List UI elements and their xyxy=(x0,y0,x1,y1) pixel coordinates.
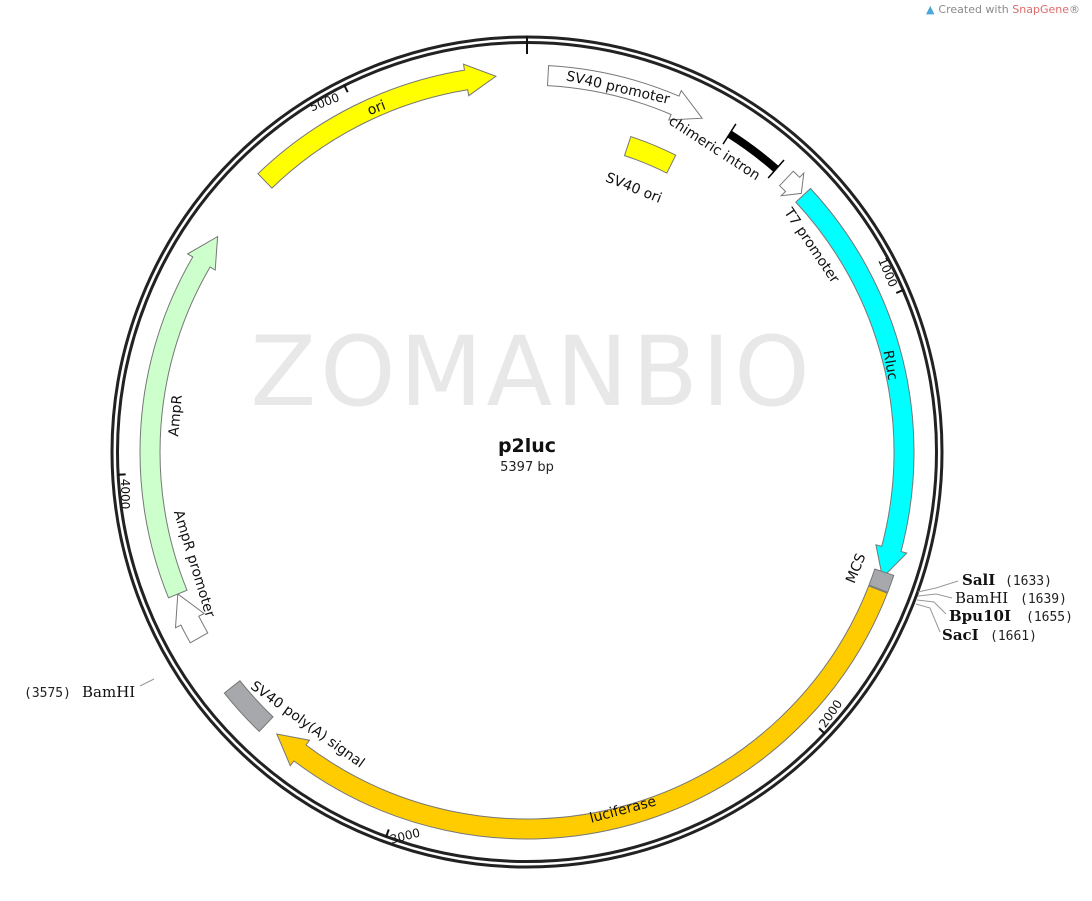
feature-t7-promoter[interactable] xyxy=(778,170,805,197)
enzyme-bamhi[interactable]: BamHI (1639) xyxy=(955,589,1067,607)
feature-ampr[interactable] xyxy=(139,235,219,599)
snapgene-logo-icon: ▲ xyxy=(925,3,935,16)
tick-label-5000: 5000 xyxy=(308,90,342,114)
label-mcs[interactable]: MCS xyxy=(843,551,869,586)
plasmid-name: p2luc xyxy=(498,435,556,457)
label-ampr[interactable]: AmpR xyxy=(166,394,186,437)
intron-end-bar xyxy=(767,159,785,179)
svg-text:(1639): (1639) xyxy=(1020,592,1067,607)
feature-sv40-poly-a-signal[interactable] xyxy=(223,679,274,733)
tick-label-4000: 4000 xyxy=(118,479,132,510)
feature-rluc[interactable] xyxy=(795,187,915,579)
svg-text:BamHI[interactable]: BamHI xyxy=(82,683,135,701)
enzyme-bpu10i[interactable]: Bpu10I (1655) xyxy=(949,607,1073,625)
svg-text:(3575): (3575) xyxy=(24,686,71,701)
enzyme-saci[interactable]: SacI (1661) xyxy=(942,626,1037,644)
svg-text:(1655): (1655) xyxy=(1026,610,1073,625)
plasmid-length: 5397 bp xyxy=(500,460,554,475)
ticks xyxy=(117,84,904,838)
label-rluc[interactable]: Rluc xyxy=(879,349,900,382)
enzyme-sali[interactable]: SalI (1633) xyxy=(962,571,1052,589)
tick-3000 xyxy=(385,829,390,838)
tick-1000 xyxy=(895,288,904,294)
tick-5000 xyxy=(343,84,349,93)
feature-luciferase[interactable] xyxy=(275,585,888,840)
feature-chimeric-intron[interactable] xyxy=(727,130,779,172)
label-sv40-ori[interactable]: SV40 ori xyxy=(603,170,664,207)
features xyxy=(139,63,915,840)
snapgene-brand: SnapGene xyxy=(1012,3,1069,16)
svg-text:SacI[interactable]: SacI xyxy=(942,626,979,644)
tick-2000 xyxy=(818,727,826,735)
feature-mcs[interactable] xyxy=(868,568,895,593)
svg-text:BamHI[interactable]: BamHI xyxy=(955,589,1008,607)
label-ori[interactable]: ori xyxy=(365,98,388,119)
svg-text:(1633): (1633) xyxy=(1005,574,1052,589)
enzyme-bamhi-3575[interactable]: (3575) BamHI xyxy=(24,683,135,701)
svg-text:(1661): (1661) xyxy=(990,629,1037,644)
feature-sv40-ori[interactable] xyxy=(623,135,677,174)
svg-text:SalI[interactable]: SalI xyxy=(962,571,995,589)
feature-sv40-promoter[interactable] xyxy=(546,65,704,121)
feature-ampr-promoter[interactable] xyxy=(174,593,209,644)
svg-text:Bpu10I[interactable]: Bpu10I xyxy=(949,607,1011,625)
watermark: ZOMANBIO xyxy=(250,316,813,428)
enzyme-leaders xyxy=(139,580,959,687)
feature-ori[interactable] xyxy=(257,63,497,189)
snapgene-credit: ▲ Created with SnapGene® xyxy=(925,3,1080,16)
